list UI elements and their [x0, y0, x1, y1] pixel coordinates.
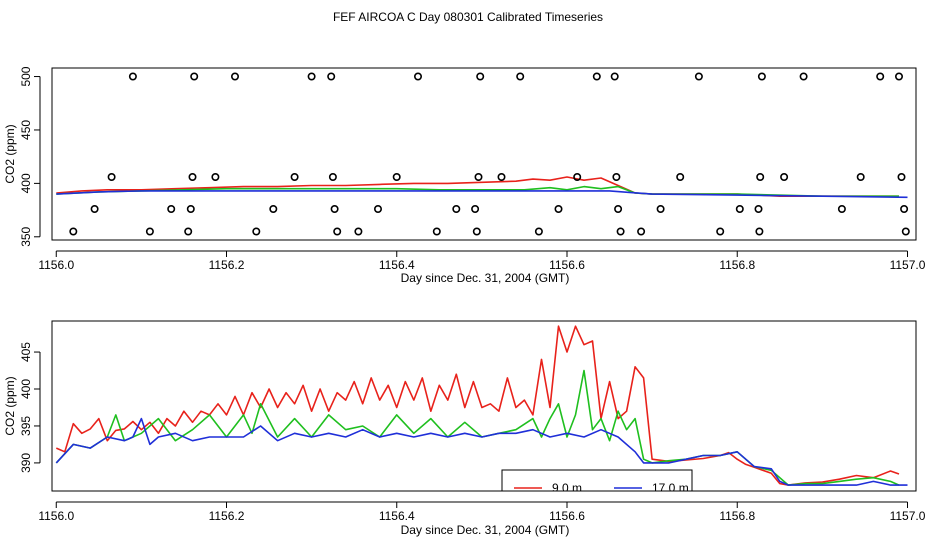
flag-marker	[413, 72, 422, 81]
top-x-tick-label: 1157.0	[890, 258, 926, 272]
flag-marker	[616, 227, 625, 236]
bottom-x-tick-label: 1156.2	[209, 509, 245, 523]
flag-marker	[716, 227, 725, 236]
flag-marker	[614, 205, 623, 214]
flag-marker	[231, 72, 240, 81]
bottom-y-tick-label: 395	[19, 416, 33, 436]
flag-marker	[392, 173, 401, 182]
flag-marker	[534, 227, 543, 236]
bottom-series-blue	[55, 417, 908, 486]
top-y-tick-label: 450	[19, 120, 33, 140]
flag-marker	[676, 173, 685, 182]
flag-marker	[107, 173, 116, 182]
flag-marker	[290, 173, 299, 182]
flag-marker	[637, 227, 646, 236]
flag-marker	[128, 72, 137, 81]
flag-marker	[186, 205, 195, 214]
legend-label: 9.0 m	[552, 481, 582, 495]
flag-marker	[755, 227, 764, 236]
flag-marker	[354, 227, 363, 236]
flag-marker	[756, 173, 765, 182]
top-y-axis-label: CO2 (ppm)	[3, 124, 17, 183]
flag-marker	[474, 173, 483, 182]
flag-marker	[330, 205, 339, 214]
flag-marker	[612, 173, 621, 182]
flag-marker	[757, 72, 766, 81]
flag-marker	[554, 205, 563, 214]
flag-marker	[145, 227, 154, 236]
bottom-x-tick-label: 1156.0	[38, 509, 74, 523]
flag-marker	[184, 227, 193, 236]
flag-marker	[876, 72, 885, 81]
flag-marker	[327, 72, 336, 81]
top-x-tick-label: 1156.6	[549, 258, 585, 272]
top-x-tick-label: 1156.8	[719, 258, 755, 272]
top-y-tick-label: 350	[19, 226, 33, 246]
top-panel: 1156.0 1156.2 1156.4 1156.6 1156.8 1157.0 350 4…	[3, 66, 926, 285]
flag-marker	[476, 72, 485, 81]
flag-marker	[452, 205, 461, 214]
bottom-x-axis-label: Day since Dec. 31, 2004 (GMT)	[401, 523, 570, 537]
flag-marker	[69, 227, 78, 236]
top-x-axis-label: Day since Dec. 31, 2004 (GMT)	[401, 271, 570, 285]
bottom-x-tick-label: 1156.4	[379, 509, 415, 523]
flag-marker	[328, 173, 337, 182]
bottom-y-axis-label: CO2 (ppm)	[3, 376, 17, 435]
flag-marker	[497, 173, 506, 182]
bottom-x-tick-label: 1156.6	[549, 509, 585, 523]
top-series-blue	[56, 190, 908, 199]
flag-marker	[373, 205, 382, 214]
bottom-y-tick-label: 390	[19, 453, 33, 473]
flag-marker	[897, 173, 906, 182]
flag-marker	[573, 173, 582, 182]
top-x-tick-label: 1156.4	[379, 258, 415, 272]
flag-marker	[472, 227, 481, 236]
flag-marker	[894, 72, 903, 81]
bottom-x-tick-label: 1157.0	[890, 509, 926, 523]
figure-title: FEF AIRCOA C Day 080301 Calibrated Times…	[333, 10, 603, 24]
flag-marker	[799, 72, 808, 81]
flag-marker	[252, 227, 261, 236]
bottom-y-tick-label: 400	[19, 379, 33, 399]
flag-marker	[432, 227, 441, 236]
flag-marker	[167, 205, 176, 214]
top-y-tick-label: 500	[19, 66, 33, 86]
flag-marker	[754, 205, 763, 214]
flag-marker	[188, 173, 197, 182]
flag-marker	[592, 72, 601, 81]
legend-box	[501, 469, 693, 491]
top-x-tick-label: 1156.0	[38, 258, 74, 272]
flag-marker	[901, 227, 910, 236]
flag-marker	[656, 205, 665, 214]
legend-label: 17.0 m	[652, 481, 689, 495]
flag-marker	[269, 205, 278, 214]
bottom-series-red	[55, 325, 900, 486]
flag-marker	[307, 72, 316, 81]
flag-marker	[610, 72, 619, 81]
top-plot-frame	[51, 67, 917, 241]
flag-marker	[471, 205, 480, 214]
flag-marker	[333, 227, 342, 236]
flag-marker	[211, 173, 220, 182]
flag-marker	[735, 205, 744, 214]
flag-marker	[516, 72, 525, 81]
flag-marker	[837, 205, 846, 214]
flag-marker	[900, 205, 909, 214]
flag-marker	[780, 173, 789, 182]
flag-marker	[856, 173, 865, 182]
flag-marker	[90, 205, 99, 214]
legend: 9.0 m 17.0 m	[501, 469, 693, 495]
top-x-tick-label: 1156.2	[209, 258, 245, 272]
bottom-series-green	[55, 369, 900, 486]
top-y-tick-label: 400	[19, 173, 33, 193]
flag-marker	[190, 72, 199, 81]
flag-marker	[694, 72, 703, 81]
bottom-plot-frame	[51, 320, 917, 492]
bottom-x-tick-label: 1156.8	[719, 509, 755, 523]
bottom-y-tick-label: 405	[19, 342, 33, 362]
bottom-panel: 9.0 m 17.0 m 1156.0 1156.2 1156.4 1156.6 1156…	[3, 320, 926, 537]
